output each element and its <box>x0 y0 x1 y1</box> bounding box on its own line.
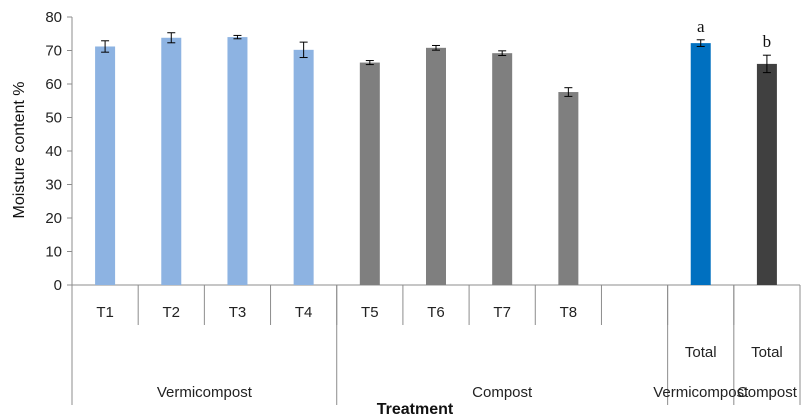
x-group-label: Compost <box>737 384 798 401</box>
bars <box>95 32 777 286</box>
x-category-label: T3 <box>229 304 247 321</box>
x-axis-label: Treatment <box>377 401 454 417</box>
x-category-label: Total <box>751 344 783 361</box>
y-tick-label: 70 <box>45 43 62 60</box>
bar <box>95 46 116 286</box>
y-tick-label: 30 <box>45 177 62 194</box>
x-group-label: Vermicompost <box>653 384 749 401</box>
y-axis-label: Moisture content % <box>11 82 28 219</box>
y-tick-label: 40 <box>45 143 62 160</box>
bar <box>227 37 248 285</box>
y-tick-label: 60 <box>45 76 62 93</box>
bar <box>359 62 380 286</box>
significance-letter: b <box>763 32 772 51</box>
bar <box>161 37 182 285</box>
significance-letter: a <box>697 17 705 36</box>
bar <box>756 63 777 286</box>
x-category-label: Total <box>685 344 717 361</box>
bar <box>558 92 579 285</box>
labels: 0 10 20 30 40 50 60 70 80 T1 T2 T3 T4 T5 T6 T7 T8 Total a T… <box>45 9 797 401</box>
y-tick-label: 20 <box>45 210 62 227</box>
x-category-label: T8 <box>560 304 578 321</box>
x-category-label: T5 <box>361 304 379 321</box>
y-tick-label: 0 <box>54 277 62 294</box>
x-group-label: Compost <box>472 384 533 401</box>
y-tick-label: 80 <box>45 9 62 26</box>
x-group-label: Vermicompost <box>157 384 253 401</box>
bar <box>426 47 446 285</box>
y-tick-label: 10 <box>45 244 62 261</box>
x-category-label: T1 <box>96 304 114 321</box>
bar <box>492 53 513 286</box>
bar <box>293 49 314 285</box>
x-category-label: T6 <box>427 304 445 321</box>
x-category-label: T7 <box>493 304 511 321</box>
axes <box>67 16 801 405</box>
bar <box>690 43 711 285</box>
x-category-label: T4 <box>295 304 313 321</box>
y-tick-label: 50 <box>45 110 62 127</box>
x-category-label: T2 <box>163 304 181 321</box>
